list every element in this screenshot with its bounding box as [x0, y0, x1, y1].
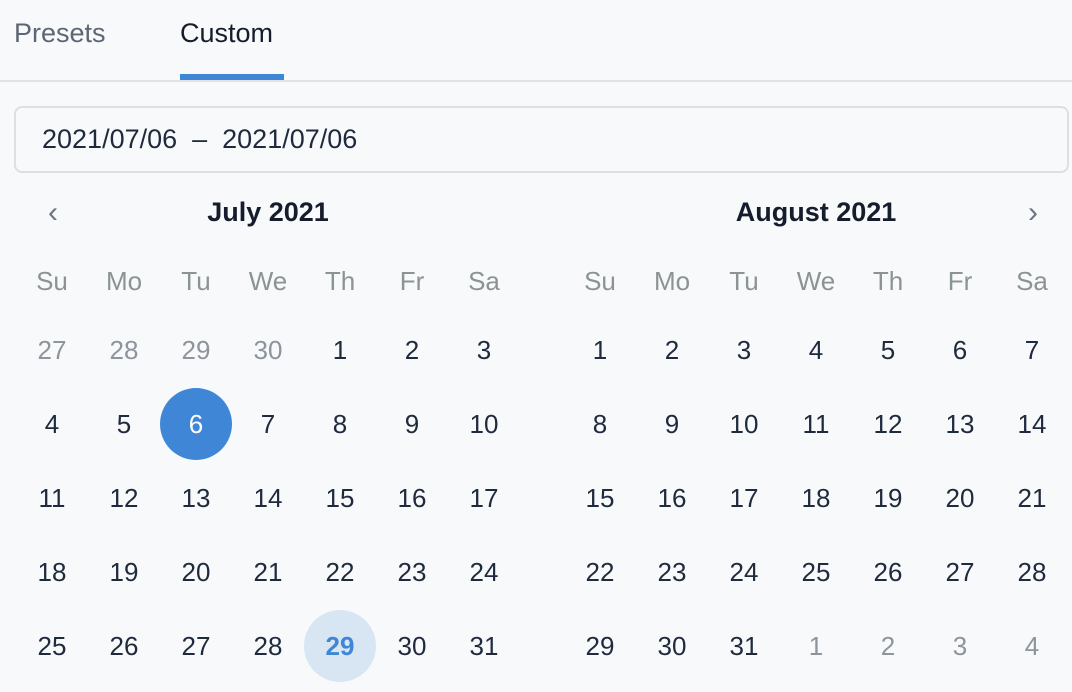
day-cell[interactable]: 11: [38, 483, 66, 513]
day-cell[interactable]: 9: [404, 409, 420, 439]
day-cell[interactable]: 22: [325, 557, 355, 587]
day-cell[interactable]: 5: [880, 335, 896, 365]
day-cell[interactable]: 14: [253, 483, 283, 513]
day-cell[interactable]: 8: [592, 409, 608, 439]
day-cell[interactable]: 24: [729, 557, 759, 587]
weekday-label: Fr: [399, 266, 425, 296]
day-cell[interactable]: 29: [181, 335, 211, 365]
day-cell[interactable]: 13: [181, 483, 211, 513]
day-cell[interactable]: 17: [469, 483, 499, 513]
day-cell[interactable]: 26: [109, 631, 139, 661]
day-cell[interactable]: 18: [801, 483, 831, 513]
day-cell[interactable]: 15: [325, 483, 355, 513]
day-cell[interactable]: 3: [952, 631, 968, 661]
weekday-label: Su: [584, 266, 616, 296]
day-cell[interactable]: 28: [1017, 557, 1047, 587]
day-cell[interactable]: 27: [37, 335, 67, 365]
day-cell[interactable]: 6: [952, 335, 968, 365]
day-cell[interactable]: 7: [1024, 335, 1040, 365]
day-cell[interactable]: 12: [109, 483, 139, 513]
weekday-label: Tu: [729, 266, 759, 296]
month-title-august: August 2021: [735, 197, 897, 227]
day-cell[interactable]: 21: [253, 557, 283, 587]
day-cell[interactable]: 30: [397, 631, 427, 661]
day-cell[interactable]: 3: [736, 335, 752, 365]
weekday-label: Mo: [105, 266, 143, 296]
day-cell[interactable]: 16: [397, 483, 427, 513]
day-cell[interactable]: 27: [181, 631, 211, 661]
day-cell[interactable]: 21: [1017, 483, 1047, 513]
day-cell[interactable]: 7: [260, 409, 276, 439]
weekday-label: Sa: [1016, 266, 1048, 296]
day-cell[interactable]: 20: [945, 483, 975, 513]
day-cell[interactable]: 26: [873, 557, 903, 587]
day-cell[interactable]: 9: [664, 409, 680, 439]
day-cell[interactable]: 1: [592, 335, 608, 365]
weekday-label: Th: [872, 266, 904, 296]
day-cell-selected[interactable]: 6: [160, 388, 232, 460]
day-cell[interactable]: 27: [945, 557, 975, 587]
day-cell[interactable]: 30: [657, 631, 687, 661]
active-tab-indicator: [180, 74, 284, 80]
tab-custom[interactable]: Custom: [180, 18, 274, 48]
day-cell[interactable]: 19: [873, 483, 903, 513]
day-cell[interactable]: 11: [802, 409, 830, 439]
day-cell[interactable]: 4: [808, 335, 824, 365]
day-cell[interactable]: 10: [469, 409, 499, 439]
day-cell[interactable]: 1: [332, 335, 348, 365]
day-cell[interactable]: 10: [729, 409, 759, 439]
day-cell[interactable]: 30: [253, 335, 283, 365]
tab-divider: [0, 80, 1072, 82]
chevron-right-icon[interactable]: ›: [1028, 196, 1038, 229]
month-title-july: July 2021: [207, 197, 329, 227]
day-cell[interactable]: 2: [664, 335, 680, 365]
day-cell[interactable]: 25: [37, 631, 67, 661]
day-cell[interactable]: 28: [253, 631, 283, 661]
day-cell[interactable]: 18: [37, 557, 67, 587]
day-cell[interactable]: 4: [1024, 631, 1040, 661]
weekday-label: We: [796, 266, 836, 296]
day-cell[interactable]: 19: [109, 557, 139, 587]
day-cell[interactable]: 31: [729, 631, 759, 661]
day-cell[interactable]: 25: [801, 557, 831, 587]
day-cell[interactable]: 8: [332, 409, 348, 439]
chevron-left-icon[interactable]: ‹: [48, 196, 58, 229]
weekday-label: Tu: [181, 266, 211, 296]
day-cell[interactable]: 2: [404, 335, 420, 365]
weekday-label: We: [248, 266, 288, 296]
day-cell[interactable]: 22: [585, 557, 615, 587]
day-cell[interactable]: 17: [729, 483, 759, 513]
tab-presets[interactable]: Presets: [14, 18, 106, 48]
weekday-label: Mo: [653, 266, 691, 296]
day-cell[interactable]: 1: [808, 631, 824, 661]
day-cell[interactable]: 3: [476, 335, 492, 365]
day-cell[interactable]: 4: [44, 409, 60, 439]
day-cell[interactable]: 23: [397, 557, 427, 587]
weekday-label: Fr: [947, 266, 973, 296]
day-cell[interactable]: 12: [873, 409, 903, 439]
day-cell[interactable]: 31: [469, 631, 499, 661]
day-cell[interactable]: 2: [880, 631, 896, 661]
day-cell[interactable]: 15: [585, 483, 615, 513]
weekday-label: Sa: [468, 266, 500, 296]
day-cell[interactable]: 16: [657, 483, 687, 513]
day-cell[interactable]: 23: [657, 557, 687, 587]
day-cell[interactable]: 5: [116, 409, 132, 439]
date-range-input[interactable]: [14, 106, 1069, 173]
day-cell[interactable]: 24: [469, 557, 499, 587]
day-cell[interactable]: 14: [1017, 409, 1047, 439]
day-cell[interactable]: 28: [109, 335, 139, 365]
day-cell[interactable]: 20: [181, 557, 211, 587]
weekday-label: Su: [36, 266, 68, 296]
day-cell[interactable]: 13: [945, 409, 975, 439]
day-cell-today[interactable]: 29: [304, 610, 376, 682]
weekday-label: Th: [324, 266, 356, 296]
day-cell[interactable]: 29: [585, 631, 615, 661]
